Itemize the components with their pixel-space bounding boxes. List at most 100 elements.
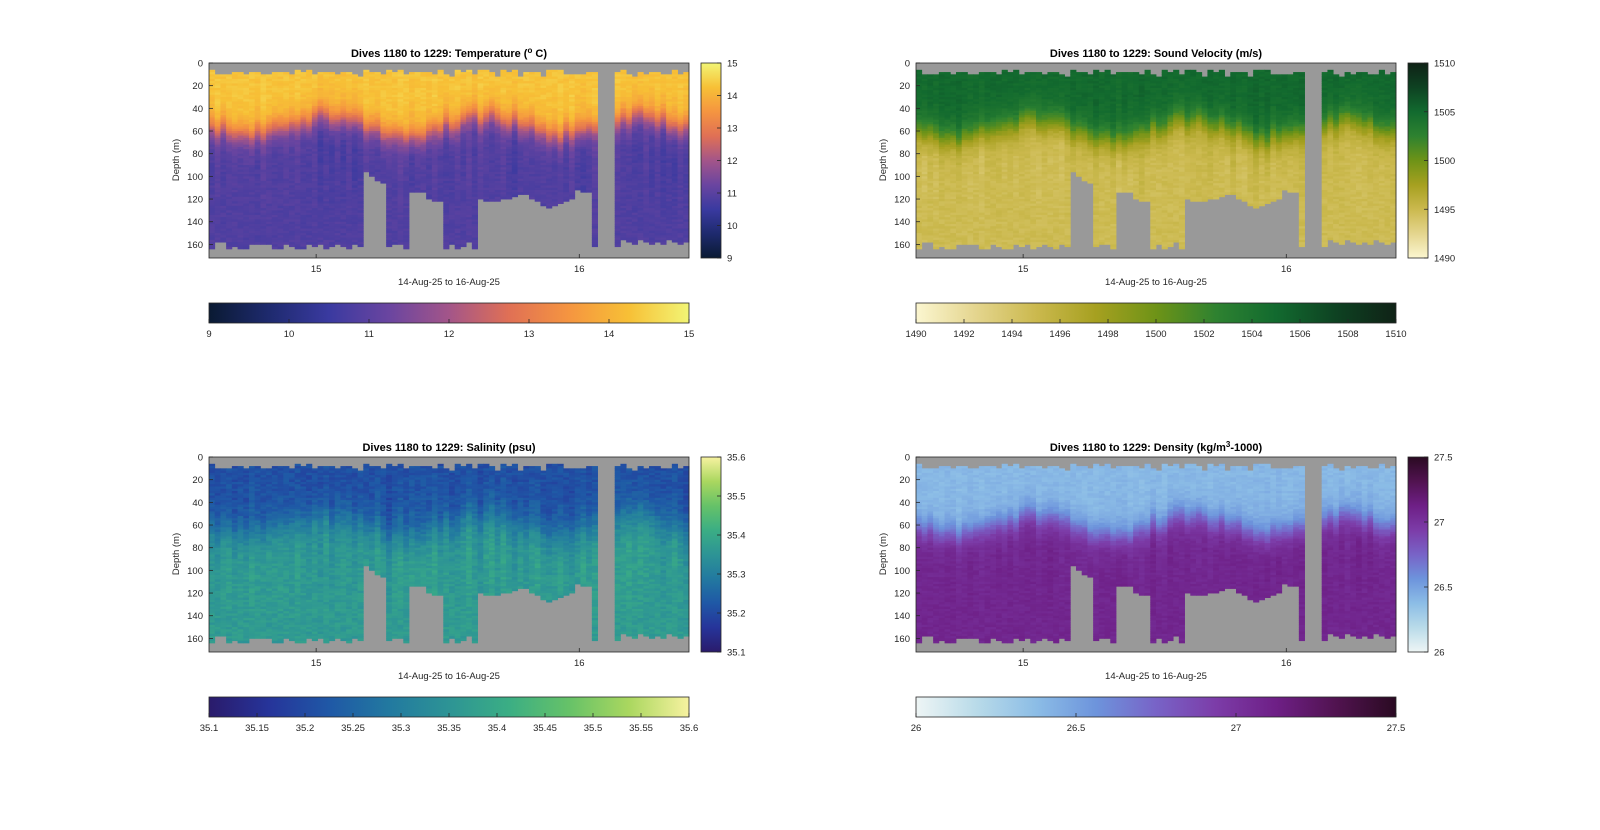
cell bbox=[363, 133, 369, 136]
dive-profile bbox=[300, 72, 306, 249]
cell bbox=[346, 117, 352, 120]
cell bbox=[346, 136, 352, 139]
cell bbox=[478, 142, 484, 145]
cell bbox=[638, 90, 644, 93]
cell bbox=[403, 106, 409, 109]
cell bbox=[580, 131, 586, 134]
cell bbox=[449, 88, 455, 91]
cell bbox=[438, 79, 444, 82]
cell bbox=[403, 224, 409, 227]
cell bbox=[209, 213, 215, 216]
cell bbox=[255, 113, 261, 116]
cell bbox=[563, 99, 569, 102]
cell bbox=[318, 170, 324, 173]
cell bbox=[278, 145, 284, 148]
cell bbox=[323, 151, 329, 154]
cell bbox=[209, 140, 215, 143]
cell bbox=[209, 210, 215, 213]
cell bbox=[283, 115, 289, 118]
cell bbox=[460, 161, 466, 164]
cell bbox=[638, 133, 644, 136]
cell bbox=[369, 99, 375, 102]
cell bbox=[255, 79, 261, 82]
cell bbox=[426, 179, 432, 182]
cell bbox=[500, 81, 506, 84]
cell bbox=[289, 224, 295, 227]
cell bbox=[506, 99, 512, 102]
cell bbox=[312, 224, 318, 227]
cell bbox=[375, 165, 381, 168]
cell bbox=[335, 204, 341, 207]
cell bbox=[398, 222, 404, 225]
cell bbox=[415, 167, 421, 170]
cell bbox=[398, 88, 404, 91]
cell bbox=[375, 88, 381, 91]
cell bbox=[278, 151, 284, 154]
cell bbox=[318, 79, 324, 82]
cell bbox=[215, 240, 221, 243]
cell bbox=[335, 195, 341, 198]
cell bbox=[300, 86, 306, 89]
cell bbox=[523, 167, 529, 170]
cell bbox=[460, 140, 466, 143]
cell bbox=[420, 131, 426, 134]
cell bbox=[392, 133, 398, 136]
cell bbox=[500, 126, 506, 129]
cell bbox=[266, 165, 272, 168]
cell bbox=[392, 167, 398, 170]
cell bbox=[329, 213, 335, 216]
cell bbox=[312, 81, 318, 84]
cell bbox=[335, 117, 341, 120]
cell bbox=[552, 170, 558, 173]
cell bbox=[398, 142, 404, 145]
cell bbox=[615, 174, 621, 177]
cell bbox=[352, 131, 358, 134]
cell bbox=[220, 79, 226, 82]
cell bbox=[495, 113, 501, 116]
cell bbox=[620, 195, 626, 198]
cell bbox=[352, 151, 358, 154]
cell bbox=[295, 72, 301, 75]
cell bbox=[472, 117, 478, 120]
cell bbox=[409, 145, 415, 148]
cell bbox=[615, 122, 621, 125]
cell bbox=[306, 140, 312, 143]
cell bbox=[638, 233, 644, 236]
cell bbox=[340, 122, 346, 125]
cell bbox=[512, 124, 518, 127]
cell bbox=[455, 142, 461, 145]
cell bbox=[483, 90, 489, 93]
cell bbox=[529, 165, 535, 168]
dive-profile bbox=[415, 72, 421, 193]
cell bbox=[569, 79, 575, 82]
cell bbox=[375, 145, 381, 148]
cell bbox=[329, 170, 335, 173]
cell bbox=[283, 201, 289, 204]
cell bbox=[586, 136, 592, 139]
cell bbox=[306, 201, 312, 204]
cell bbox=[512, 179, 518, 182]
cell bbox=[392, 176, 398, 179]
cell bbox=[592, 206, 598, 209]
cell bbox=[466, 188, 472, 191]
cell bbox=[398, 201, 404, 204]
cell bbox=[243, 176, 249, 179]
cell bbox=[523, 154, 529, 157]
cell bbox=[512, 122, 518, 125]
cell bbox=[375, 108, 381, 111]
cell bbox=[386, 161, 392, 164]
cell bbox=[478, 131, 484, 134]
cell bbox=[546, 136, 552, 139]
cell bbox=[472, 201, 478, 204]
cell bbox=[632, 161, 638, 164]
cell bbox=[415, 81, 421, 84]
dive-profile bbox=[632, 77, 638, 245]
cell bbox=[380, 158, 386, 161]
cell bbox=[329, 90, 335, 93]
cell bbox=[358, 192, 364, 195]
cell bbox=[398, 79, 404, 82]
cell bbox=[563, 183, 569, 186]
cell bbox=[306, 151, 312, 154]
cell bbox=[318, 124, 324, 127]
cell bbox=[540, 165, 546, 168]
